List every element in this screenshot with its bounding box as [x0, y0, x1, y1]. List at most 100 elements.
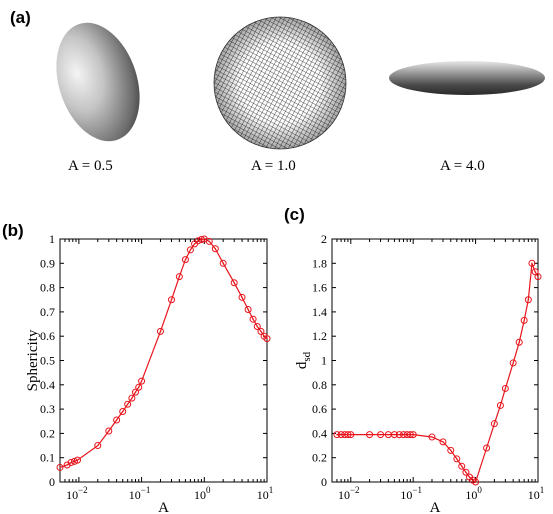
data-point-center	[398, 433, 401, 436]
data-point-center	[189, 249, 192, 251]
data-point	[138, 377, 146, 385]
data-point-center	[222, 262, 224, 264]
y-tick-label: 1	[321, 354, 327, 368]
shape-label-a10: A = 1.0	[251, 158, 296, 174]
x-tick-label: 100	[465, 485, 482, 502]
data-point	[390, 431, 398, 439]
data-point-center	[131, 397, 133, 399]
panel-a-letter: (a)	[10, 8, 31, 27]
data-point-center	[260, 330, 262, 333]
data-point	[501, 384, 509, 392]
y-tick-label: 1.6	[312, 281, 327, 295]
data-point	[119, 408, 127, 416]
data-point	[520, 316, 528, 324]
data-point-center	[76, 459, 79, 461]
data-point-center	[393, 433, 396, 436]
data-point-center	[350, 433, 352, 436]
x-tick-label: 101	[257, 485, 274, 502]
data-point	[490, 420, 498, 428]
data-point	[211, 245, 219, 253]
data-point-center	[461, 465, 463, 467]
x-tick-label: 101	[528, 485, 545, 502]
data-point-center	[534, 271, 536, 273]
y-tick-label: 2	[321, 232, 327, 246]
data-point-center	[412, 433, 414, 436]
data-point	[94, 442, 102, 450]
data-point-center	[115, 419, 118, 421]
y-tick-label: 0.9	[40, 256, 55, 270]
data-point-center	[122, 410, 124, 413]
data-point-center	[465, 471, 467, 473]
data-point	[253, 322, 261, 330]
x-tick-label: 10−1	[400, 485, 422, 502]
data-point	[333, 431, 341, 439]
data-point	[124, 400, 132, 408]
data-point-center	[336, 433, 338, 436]
data-point-center	[450, 449, 452, 452]
data-point-center	[499, 404, 502, 407]
data-point	[249, 315, 257, 323]
data-point-center	[233, 282, 235, 284]
data-point-center	[208, 240, 210, 243]
y-tick-label: 0	[49, 475, 55, 489]
plot-frame	[331, 238, 539, 483]
data-point	[194, 237, 202, 245]
data-point-center	[523, 319, 525, 322]
data-point-center	[379, 433, 382, 436]
series-line	[59, 238, 268, 468]
data-point-center	[159, 330, 162, 333]
data-point	[113, 416, 121, 424]
data-point	[534, 273, 542, 281]
data-point	[524, 296, 532, 304]
data-point	[515, 338, 523, 346]
data-point-center	[387, 433, 390, 436]
y-tick-label: 0	[321, 475, 327, 489]
data-point	[377, 431, 385, 439]
data-point	[56, 463, 64, 471]
y-tick-label: 0.8	[312, 378, 327, 392]
y-axis-title: Sphericity	[25, 329, 41, 391]
data-point-center	[66, 464, 68, 466]
data-point-center	[537, 275, 539, 278]
data-point	[496, 401, 504, 409]
data-point-center	[527, 299, 530, 301]
data-point-center	[456, 458, 458, 460]
data-point-center	[493, 422, 496, 425]
data-point	[73, 456, 81, 464]
data-point-center	[442, 441, 444, 443]
data-point-center	[184, 258, 187, 261]
y-tick-label: 0.2	[40, 426, 55, 440]
data-point-center	[193, 243, 196, 245]
x-axis-title: A	[430, 500, 441, 514]
shape-label-a40: A = 4.0	[440, 158, 485, 174]
data-point	[366, 431, 374, 439]
data-point	[70, 457, 78, 465]
data-point-center	[140, 380, 143, 382]
data-point	[257, 327, 265, 335]
data-point-center	[468, 476, 471, 478]
y-tick-label: 0.6	[312, 402, 327, 416]
series-line	[336, 263, 539, 483]
y-tick-label: 1.2	[312, 329, 327, 343]
data-point	[462, 468, 470, 476]
data-point-center	[214, 248, 217, 250]
data-point	[244, 305, 252, 313]
data-point	[128, 394, 136, 402]
data-point-center	[126, 403, 129, 405]
data-point-center	[252, 318, 254, 320]
y-tick-label: 0.3	[40, 402, 55, 416]
data-point	[453, 455, 461, 463]
x-tick-label: 100	[194, 485, 211, 502]
data-point	[428, 433, 436, 441]
shape-oblate-a40	[389, 61, 545, 95]
data-point-center	[108, 430, 110, 432]
shape-prolate-a05	[56, 22, 140, 142]
data-point	[458, 462, 466, 470]
data-point	[509, 359, 517, 367]
panel-b-letter: (b)	[2, 221, 24, 240]
data-point-center	[531, 262, 533, 264]
y-tick-label: 0.1	[40, 451, 55, 465]
panel-c-letter: (c)	[284, 205, 305, 224]
data-point-center	[241, 296, 243, 299]
